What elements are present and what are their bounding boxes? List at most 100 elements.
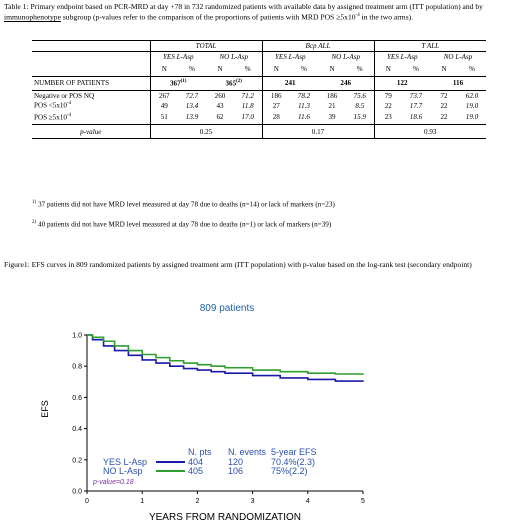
- cell-value: 116: [430, 76, 486, 91]
- col-n: N: [261, 62, 290, 77]
- chart-axes: 0.0 0.2 0.4 0.6 0.8 1.0 0 1 2 3 4 5: [72, 333, 365, 506]
- legend-efs: 75%(2.2): [271, 466, 308, 476]
- cell-count: 27: [261, 100, 290, 111]
- cell-percent: 73.7: [409, 91, 423, 100]
- chart-series: [87, 334, 364, 382]
- x-tick-label: 2: [195, 498, 199, 505]
- cell-percent: 17.7: [409, 101, 423, 110]
- cell-count: 49: [149, 100, 178, 111]
- col-n: N: [149, 62, 178, 77]
- cell-percent: 19.0: [465, 113, 479, 122]
- cell-percent: 72.7: [185, 91, 199, 100]
- legend-n-pts: 404: [188, 457, 203, 467]
- cell-percent: 18.6: [409, 113, 423, 122]
- x-tick-label: 0: [85, 498, 89, 505]
- table-row: Negative or POS NQ 267 72.7 260 71.2 186 78.2 1…: [32, 90, 486, 101]
- table-caption-link[interactable]: immunophenotype: [4, 12, 61, 22]
- table-body: Negative or POS NQ 267 72.7 260 71.2 186 78.2 1…: [32, 90, 486, 125]
- legend-series-label: YES L-Asp: [103, 457, 147, 467]
- cell-count: 260: [214, 91, 226, 100]
- col-pct: %: [290, 62, 318, 77]
- cell-count: 22: [440, 101, 448, 110]
- footnote-2: 2) 40 patients did not have MRD level me…: [32, 220, 332, 229]
- col-pct: %: [402, 62, 430, 77]
- cell-percent: 71.2: [241, 91, 254, 100]
- cell-count: 62: [216, 113, 224, 122]
- group-header-bcp: Bcp ALL: [261, 40, 374, 52]
- group-header-total: TOTAL: [149, 40, 262, 52]
- chart-title: 809 patients: [200, 303, 255, 314]
- figure-caption: Figure1: EFS curves in 809 randomized pa…: [4, 260, 472, 269]
- row-label: NUMBER OF PATIENTS: [32, 76, 150, 91]
- cell-value: 122: [373, 76, 430, 91]
- y-tick-label: 0.8: [72, 364, 82, 371]
- cell-count: 39: [328, 113, 336, 122]
- col-pct: %: [346, 62, 374, 77]
- pvalue-cell: 0.25: [149, 124, 262, 139]
- cell-count: 22: [373, 100, 402, 111]
- legend-series-label: NO L-Asp: [103, 466, 143, 476]
- table-arm-header-row: YES L-Asp NO L-Asp YES L-Asp NO L-Asp YE…: [32, 51, 486, 62]
- y-tick-label: 0.0: [72, 489, 82, 496]
- cell-percent: 17.0: [241, 113, 254, 122]
- y-tick-label: 0.2: [72, 457, 82, 464]
- footnote-1: 1) 37 patients did not have MRD level me…: [32, 200, 335, 209]
- legend-header: N. pts: [188, 447, 212, 457]
- y-tick-label: 0.6: [72, 395, 82, 402]
- legend-header: 5-year EFS: [271, 447, 317, 457]
- y-axis-label: EFS: [40, 400, 50, 418]
- col-pct: %: [178, 62, 206, 77]
- cell-count: 28: [261, 110, 290, 125]
- arm-header: YES L-Asp: [373, 51, 430, 62]
- cell-count: 72: [440, 91, 448, 100]
- cell-percent: 13.9: [185, 113, 199, 122]
- series-line-no-l-asp: [87, 334, 364, 375]
- table-row-number: NUMBER OF PATIENTS 367(1) 365(2) 241 246…: [32, 76, 486, 91]
- cell-count: 21: [328, 101, 336, 110]
- group-header-t: T ALL: [373, 40, 486, 52]
- cell-percent: 11.6: [298, 113, 310, 122]
- x-axis-label: YEARS FROM RANDOMIZATION: [149, 512, 301, 523]
- col-n: N: [373, 62, 402, 77]
- cell-value: 365(2): [206, 76, 262, 91]
- cell-value: 367(1): [149, 76, 206, 91]
- col-n: N: [318, 62, 346, 77]
- pvalue-label: p-value=0.18: [92, 479, 134, 486]
- arm-header: NO L-Asp: [219, 53, 249, 61]
- legend-efs: 70.4%(2.3): [271, 457, 315, 467]
- cell-count: 186: [326, 91, 338, 100]
- x-tick-label: 5: [361, 498, 365, 505]
- arm-header: YES L-Asp: [149, 51, 206, 62]
- chart-legend: N. pts N. events 5-year EFS YES L-Asp 404 120…: [103, 447, 317, 476]
- cell-percent: 19.0: [465, 101, 479, 110]
- col-n: N: [206, 62, 234, 77]
- cell-percent: 78.2: [297, 91, 311, 100]
- table-row-pvalue: p-value 0.25 0.17 0.93: [32, 124, 486, 139]
- cell-count: 267: [149, 90, 178, 101]
- cell-value: 241: [261, 76, 318, 91]
- row-label: Negative or POS NQ: [34, 91, 95, 100]
- x-tick-label: 4: [306, 498, 310, 505]
- legend-n-pts: 405: [188, 466, 203, 476]
- cell-count: 43: [216, 101, 224, 110]
- efs-chart: 809 patients 0.0 0.2 0.4 0.6 0.8 1.0 0 1 2 3 4 5 N.…: [40, 303, 365, 523]
- cell-value: 246: [318, 76, 374, 91]
- cell-percent: 11.8: [241, 101, 254, 110]
- cell-percent: 15.9: [353, 113, 366, 122]
- table-row: POS ≥5x10-4 51 13.9 62 17.0 28 11.6 39 15.9 23 18.…: [32, 110, 486, 125]
- table-col-header-row: N % N % N % N % N % N %: [32, 62, 486, 77]
- cell-percent: 62.0: [465, 91, 479, 100]
- y-tick-label: 0.4: [72, 426, 82, 433]
- cell-count: 23: [373, 110, 402, 125]
- series-line-yes-l-asp: [87, 334, 364, 382]
- mrd-results-table: TOTAL Bcp ALL T ALL YES L-Asp NO L-Asp Y…: [32, 40, 486, 139]
- legend-n-events: 120: [228, 457, 243, 467]
- legend-n-events: 106: [228, 466, 243, 476]
- cell-percent: 11.3: [298, 101, 310, 110]
- cell-count: 51: [149, 110, 178, 125]
- y-tick-label: 1.0: [72, 333, 82, 340]
- arm-header: YES L-Asp: [261, 51, 318, 62]
- cell-count: 186: [261, 90, 290, 101]
- cell-count: 79: [373, 90, 402, 101]
- col-pct: %: [458, 62, 486, 77]
